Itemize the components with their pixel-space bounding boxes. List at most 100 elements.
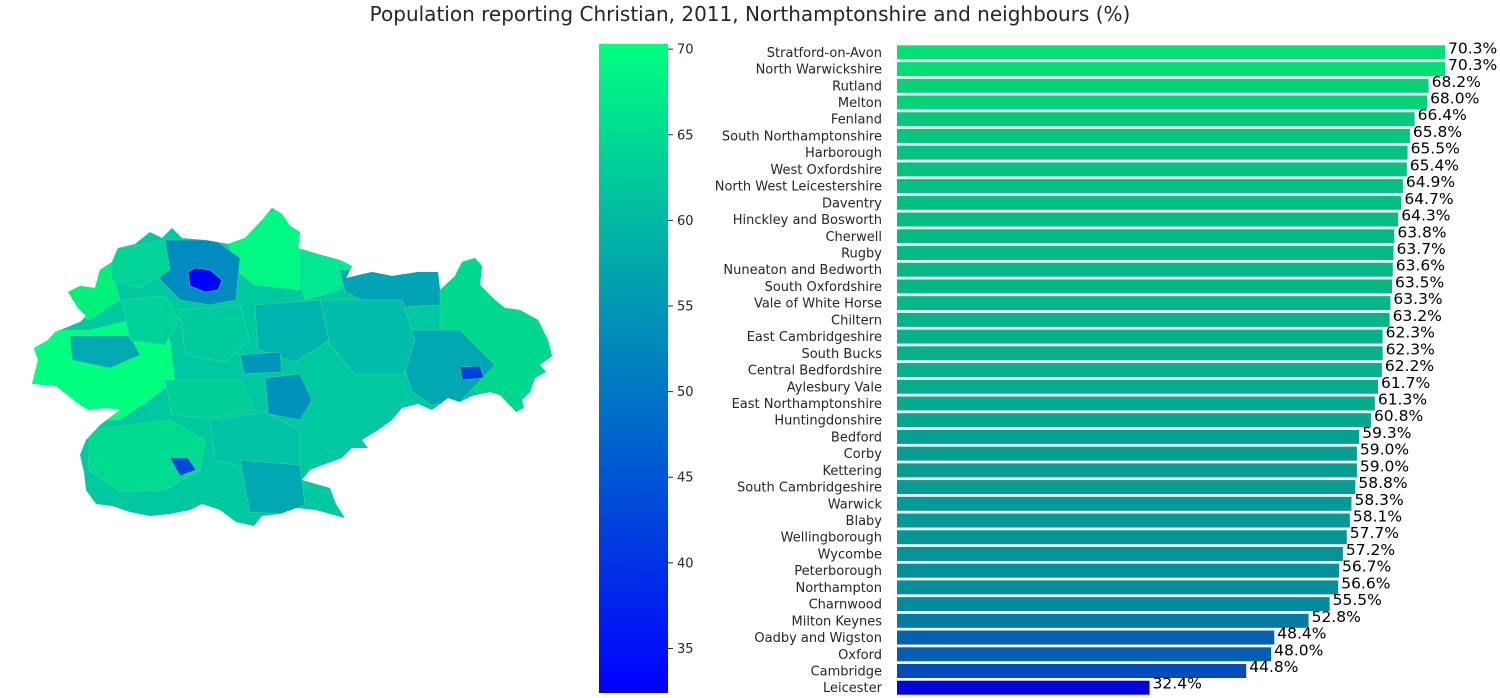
category-label: Aylesbury Vale — [787, 380, 882, 395]
category-label: Leicester — [823, 681, 883, 696]
bar — [897, 346, 1383, 361]
category-label: Blaby — [846, 514, 883, 529]
category-label: North West Leicestershire — [715, 180, 882, 195]
value-label: 61.7% — [1381, 374, 1430, 392]
category-label: South Bucks — [801, 347, 882, 362]
category-label: Daventry — [822, 196, 882, 211]
value-label: 66.4% — [1418, 106, 1467, 124]
value-label: 63.3% — [1393, 290, 1442, 308]
map-region — [254, 299, 331, 363]
value-label: 68.2% — [1432, 73, 1481, 91]
value-label: 59.3% — [1362, 424, 1411, 442]
value-label: 58.3% — [1354, 491, 1403, 509]
category-label: Rutland — [832, 79, 882, 94]
bar — [897, 45, 1445, 60]
bar — [897, 496, 1352, 511]
category-label: East Northamptonshire — [732, 397, 882, 412]
bar — [897, 246, 1394, 260]
bar — [897, 62, 1445, 77]
bar — [897, 229, 1395, 244]
bar — [897, 546, 1343, 561]
value-label: 70.3% — [1448, 39, 1497, 57]
category-label: Central Bedfordshire — [748, 364, 882, 379]
category-label: Charnwood — [809, 598, 882, 613]
bar — [897, 212, 1399, 227]
map-region — [239, 351, 283, 375]
map-region — [187, 267, 223, 293]
value-label: 64.9% — [1406, 173, 1455, 191]
chart-title: Population reporting Christian, 2011, No… — [369, 2, 1131, 26]
map-region — [459, 365, 485, 381]
bar — [897, 95, 1428, 110]
colorbar: 35 40 45 50 55 60 65 70 — [599, 43, 694, 693]
bar — [897, 630, 1275, 645]
category-label: Melton — [838, 96, 882, 111]
category-label: South Oxfordshire — [765, 280, 882, 295]
category-label: Rugby — [841, 247, 882, 262]
category-label: Vale of White Horse — [754, 297, 882, 312]
value-label: 57.7% — [1350, 524, 1399, 542]
bar — [897, 363, 1382, 378]
value-label: 68.0% — [1430, 90, 1479, 108]
value-label: 61.3% — [1378, 390, 1427, 408]
colorbar-tick-label: 70 — [677, 43, 694, 58]
bar — [897, 312, 1390, 327]
category-label: Hinckley and Bosworth — [733, 213, 882, 228]
bar — [897, 179, 1403, 194]
bar — [897, 580, 1339, 595]
category-label: Northampton — [795, 581, 882, 596]
value-label: 63.8% — [1397, 223, 1446, 241]
category-label: Corby — [844, 447, 883, 462]
bar — [897, 128, 1410, 143]
category-label: East Cambridgeshire — [747, 330, 882, 345]
colorbar-tick-label: 35 — [677, 642, 694, 657]
colorbar-tick-label: 50 — [677, 385, 694, 400]
map-region — [121, 295, 181, 346]
value-label: 63.7% — [1397, 240, 1446, 258]
value-label: 70.3% — [1448, 56, 1497, 74]
map-region — [109, 239, 171, 289]
value-label: 65.4% — [1410, 156, 1459, 174]
category-label: Cambridge — [811, 665, 882, 680]
map-region — [164, 379, 256, 419]
bar — [897, 413, 1371, 428]
category-label: Wellingborough — [781, 531, 882, 546]
value-label: 59.0% — [1360, 457, 1409, 475]
value-label: 58.8% — [1358, 474, 1407, 492]
category-label: Nuneaton and Bedworth — [723, 263, 882, 278]
bar — [897, 78, 1429, 93]
category-label: South Northamptonshire — [722, 129, 882, 144]
bar — [897, 513, 1350, 528]
value-label: 65.5% — [1411, 140, 1460, 158]
bar — [897, 563, 1339, 578]
value-label: 64.7% — [1404, 190, 1453, 208]
bar — [897, 446, 1357, 461]
bar — [897, 664, 1247, 678]
value-label: 62.3% — [1386, 340, 1435, 358]
bar — [897, 329, 1383, 344]
value-label: 63.6% — [1396, 257, 1445, 275]
category-label: Bedford — [831, 430, 882, 445]
category-label: North Warwickshire — [756, 63, 882, 78]
value-label: 52.8% — [1312, 608, 1361, 626]
value-label: 48.0% — [1274, 641, 1323, 659]
category-label: Harborough — [805, 146, 882, 161]
bar — [897, 463, 1357, 478]
colorbar-tick-label: 60 — [677, 214, 694, 229]
value-label: 62.2% — [1385, 357, 1434, 375]
value-label: 59.0% — [1360, 441, 1409, 459]
bar — [897, 613, 1309, 628]
bar — [897, 480, 1356, 495]
value-label: 60.8% — [1374, 407, 1423, 425]
category-label: South Cambridgeshire — [737, 481, 882, 496]
choropleth-map — [32, 208, 552, 526]
map-region — [264, 373, 313, 421]
bar — [897, 379, 1378, 394]
value-label: 44.8% — [1249, 658, 1298, 676]
map-region — [169, 457, 197, 477]
bar — [897, 597, 1330, 612]
bar — [897, 195, 1402, 210]
value-label: 57.2% — [1346, 541, 1395, 559]
value-label: 65.8% — [1413, 123, 1462, 141]
value-label: 63.5% — [1395, 273, 1444, 291]
